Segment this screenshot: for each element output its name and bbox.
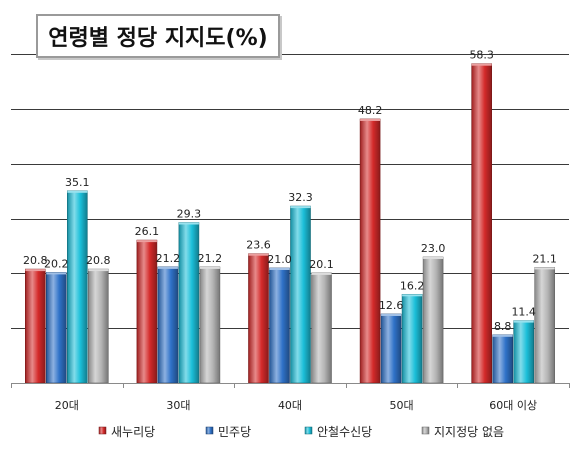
chart-title: 연령별 정당 지지도(%) bbox=[36, 14, 280, 58]
bar-cap bbox=[88, 269, 109, 272]
bar-cap bbox=[178, 222, 199, 225]
legend-label: 지지정당 없음 bbox=[434, 425, 504, 439]
bar-cap bbox=[46, 272, 67, 275]
legend-label: 안철수신당 bbox=[317, 425, 372, 439]
bar-cap bbox=[402, 294, 423, 297]
data-label: 35.1 bbox=[65, 176, 90, 189]
bar-4-3 bbox=[311, 272, 332, 384]
bar-4-2 bbox=[199, 266, 221, 384]
bar-cap bbox=[199, 266, 220, 269]
bars bbox=[24, 63, 556, 384]
bar-3-5 bbox=[513, 320, 535, 384]
bar-4-5 bbox=[534, 267, 556, 384]
bar-1-1 bbox=[24, 268, 46, 384]
bar-1-2 bbox=[136, 239, 158, 384]
bar-cap bbox=[67, 190, 88, 193]
bar-cap bbox=[248, 253, 269, 256]
bar-cap bbox=[311, 272, 332, 275]
data-label: 23.6 bbox=[246, 239, 271, 252]
x-tick-label: 30대 bbox=[166, 399, 190, 412]
bar-cap bbox=[471, 63, 492, 66]
x-tick-label: 40대 bbox=[278, 399, 302, 412]
bar-4-4 bbox=[422, 256, 444, 384]
bar-3-3 bbox=[290, 205, 311, 384]
data-label: 12.6 bbox=[379, 299, 404, 312]
bar-1-3 bbox=[248, 253, 269, 384]
data-label: 23.0 bbox=[421, 242, 446, 255]
data-label: 58.3 bbox=[469, 49, 494, 62]
bar-4-1 bbox=[88, 268, 109, 384]
x-tick-label: 60대 이상 bbox=[489, 399, 537, 412]
bar-2-1 bbox=[45, 272, 67, 384]
bar-cap bbox=[25, 269, 46, 272]
bar-cap bbox=[269, 268, 290, 270]
x-tick-label: 20대 bbox=[55, 399, 79, 412]
bar-2-3 bbox=[269, 267, 290, 384]
bar-cap bbox=[381, 314, 402, 316]
bar-2-4 bbox=[380, 313, 402, 384]
data-label: 32.3 bbox=[288, 191, 313, 204]
data-label: 16.2 bbox=[400, 279, 425, 292]
bar-3-4 bbox=[401, 293, 423, 384]
data-label: 21.0 bbox=[267, 253, 292, 266]
bar-2-2 bbox=[157, 266, 179, 384]
bar-cap bbox=[423, 257, 444, 259]
bar-cap bbox=[157, 266, 178, 269]
data-label: 21.2 bbox=[156, 252, 181, 265]
data-label: 48.2 bbox=[358, 104, 383, 117]
bar-cap bbox=[534, 267, 555, 270]
legend-label: 민주당 bbox=[218, 425, 251, 439]
x-axis: 20대 30대 40대 50대 60대 이상 bbox=[11, 383, 570, 412]
bar-cap bbox=[136, 240, 157, 243]
legend-swatch bbox=[98, 426, 107, 435]
data-label: 26.1 bbox=[135, 225, 160, 238]
data-label: 21.1 bbox=[532, 252, 557, 265]
legend: 새누리당 민주당 안철수신당 지지정당 없음 bbox=[98, 425, 504, 439]
data-label: 20.2 bbox=[44, 257, 69, 270]
legend-swatch bbox=[304, 426, 313, 435]
legend-swatch bbox=[205, 426, 214, 435]
data-label: 11.4 bbox=[511, 306, 536, 319]
data-labels: 20.820.235.120.826.121.229.321.223.621.0… bbox=[23, 49, 557, 333]
x-tick-label: 50대 bbox=[390, 399, 414, 412]
data-label: 20.1 bbox=[309, 258, 334, 271]
data-label: 21.2 bbox=[198, 252, 223, 265]
bar-2-5 bbox=[492, 334, 514, 384]
bar-cap bbox=[290, 206, 311, 209]
legend-swatch bbox=[421, 426, 430, 435]
bar-cap bbox=[360, 119, 381, 121]
bar-cap bbox=[492, 334, 513, 337]
bar-1-5 bbox=[471, 63, 493, 384]
legend-label: 새누리당 bbox=[111, 425, 155, 439]
bar-3-2 bbox=[178, 222, 200, 384]
bar-3-1 bbox=[67, 190, 88, 384]
bar-cap bbox=[513, 320, 534, 323]
data-label: 29.3 bbox=[177, 208, 202, 221]
bar-1-4 bbox=[359, 118, 381, 384]
data-label: 20.8 bbox=[86, 254, 111, 267]
data-label: 8.8 bbox=[494, 320, 512, 333]
data-label: 20.8 bbox=[23, 254, 48, 267]
